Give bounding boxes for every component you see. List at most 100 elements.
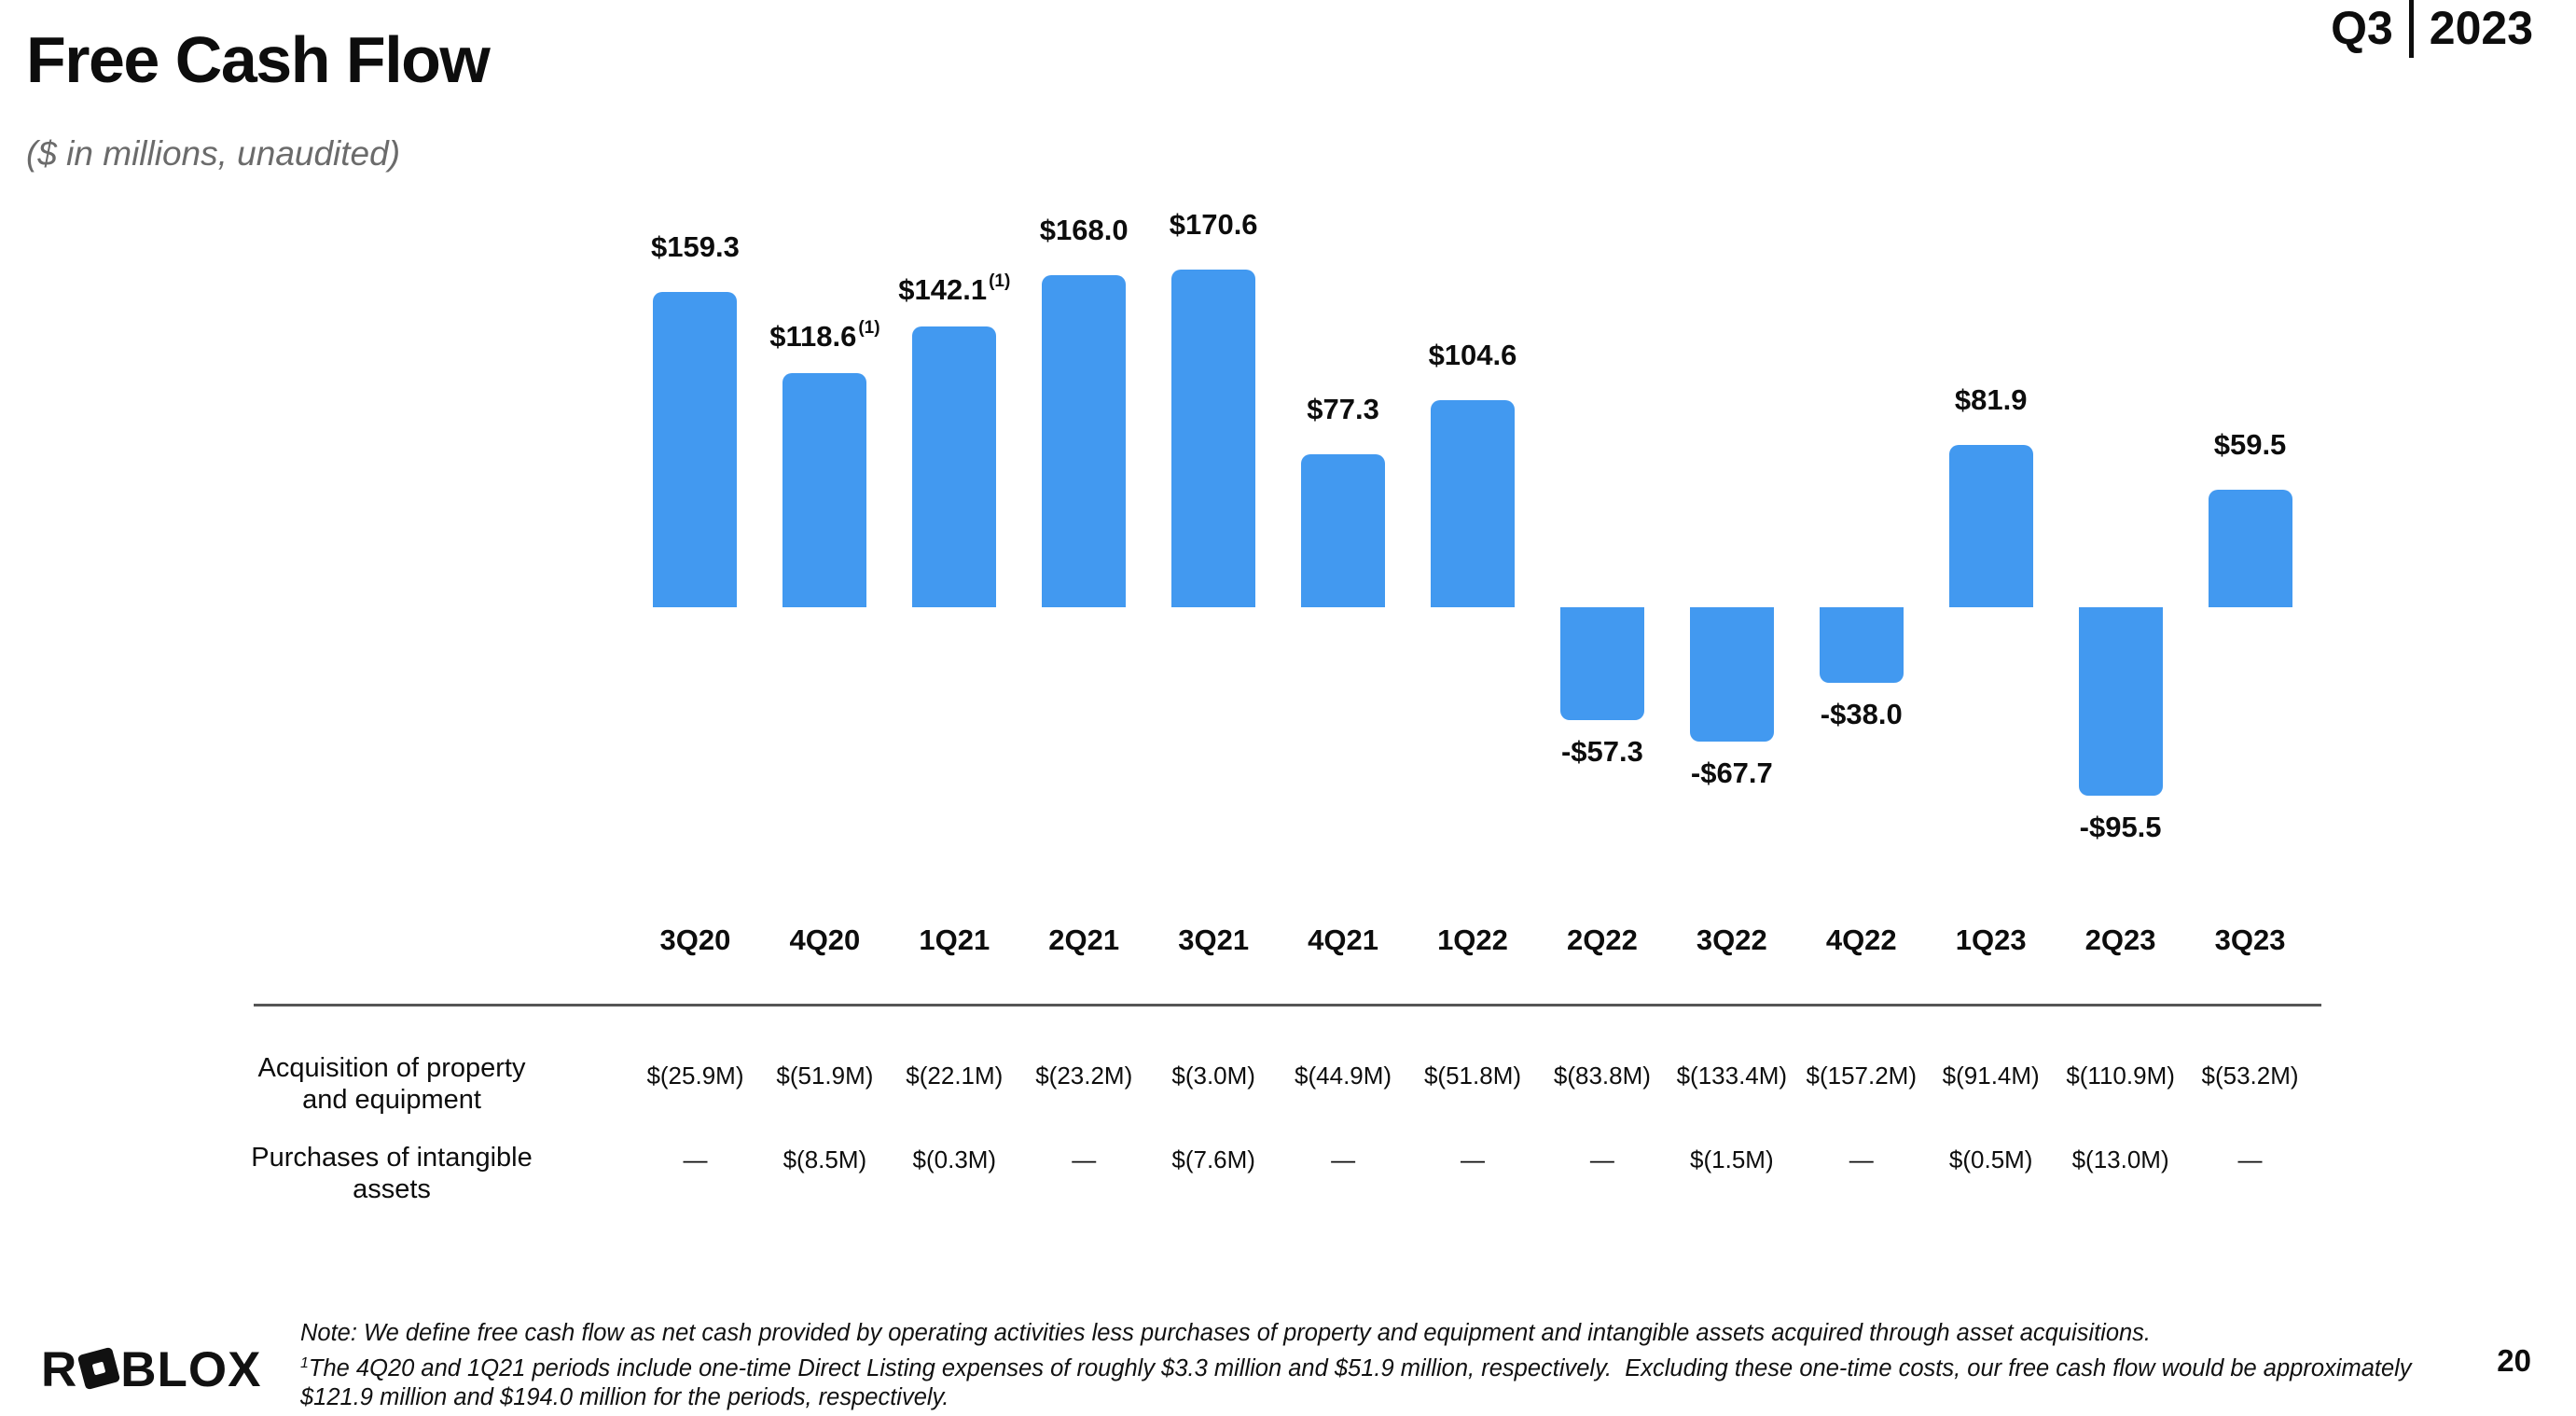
table-cell-3Q23-row1: $(53.2M) (2201, 1062, 2299, 1090)
table-cell-3Q20-row2: — (683, 1145, 708, 1173)
table-cell-4Q20-row1: $(51.9M) (776, 1062, 874, 1090)
axis-tick-3Q23: 3Q23 (2214, 923, 2286, 956)
table-cell-3Q23-row2: — (2237, 1145, 2263, 1173)
axis-tick-4Q20: 4Q20 (789, 923, 861, 956)
chart-column-4Q21: $77.3 4Q21 (1279, 121, 1408, 961)
bar-value-label-3Q22: -$67.7 (1690, 757, 1773, 789)
table-cell-2Q23-row1: $(110.9M) (2066, 1062, 2175, 1090)
axis-tick-3Q22: 3Q22 (1696, 923, 1767, 956)
bar-3Q23 (2208, 490, 2292, 607)
bar-3Q22 (1689, 607, 1774, 742)
free-cash-flow-bar-chart: $159.3 3Q20 $118.6 (1) 4Q20 $142.1 (1) 1Q21 $168… (630, 121, 2315, 961)
footnote-ref-icon: (1) (858, 318, 880, 338)
quarter-label: Q3 (2331, 2, 2393, 54)
page-title: Free Cash Flow (26, 23, 491, 96)
bar-value-label-3Q20: $159.3 (651, 230, 740, 263)
bar-4Q20 (782, 373, 867, 607)
bar-value-label-4Q22: -$38.0 (1820, 698, 1903, 730)
bar-value-label-3Q21: $170.6 (1169, 208, 1258, 241)
bar-2Q23 (2078, 607, 2163, 796)
chart-column-4Q20: $118.6 (1) 4Q20 (760, 121, 890, 961)
table-cell-2Q21-row2: — (1072, 1145, 1097, 1173)
table-cell-3Q20-row1: $(25.9M) (646, 1062, 744, 1090)
axis-tick-2Q23: 2Q23 (2084, 923, 2156, 956)
bar-value-label-2Q21: $168.0 (1039, 214, 1129, 246)
axis-tick-1Q23: 1Q23 (1955, 923, 2027, 956)
table-cell-1Q21-row1: $(22.1M) (906, 1062, 1004, 1090)
bar-2Q22 (1559, 607, 1644, 720)
axis-tick-3Q21: 3Q21 (1178, 923, 1250, 956)
chart-column-2Q21: $168.0 2Q21 (1019, 121, 1149, 961)
table-cell-4Q22-row1: $(157.2M) (1806, 1062, 1918, 1090)
axis-tick-2Q21: 2Q21 (1048, 923, 1120, 956)
row-label-line: and equipment (302, 1085, 481, 1115)
roblox-logo: R BLOX (41, 1341, 262, 1398)
bar-value-label-3Q23: $59.5 (2213, 428, 2287, 461)
chart-column-2Q23: -$95.5 2Q23 (2056, 121, 2185, 961)
quarter-separator (2408, 0, 2414, 58)
footnote-ref-icon: (1) (989, 271, 1011, 291)
axis-tick-4Q22: 4Q22 (1825, 923, 1897, 956)
footnote-block: Note: We define free cash flow as net ca… (300, 1319, 2557, 1413)
page-subtitle: ($ in millions, unaudited) (26, 134, 401, 173)
table-cell-4Q21-row1: $(44.9M) (1295, 1062, 1392, 1090)
bar-value-label-1Q22: $104.6 (1428, 339, 1517, 371)
table-cell-2Q22-row1: $(83.8M) (1553, 1062, 1651, 1090)
bar-value-label-4Q21: $77.3 (1307, 393, 1379, 425)
row-label-line: Purchases of intangible (251, 1143, 533, 1173)
note-line-1: Note: We define free cash flow as net ca… (300, 1320, 2152, 1346)
table-cell-4Q21-row2: — (1331, 1145, 1356, 1173)
row-label-line: Acquisition of property (257, 1053, 526, 1083)
table-cell-1Q23-row2: $(0.5M) (1948, 1145, 2033, 1173)
axis-tick-4Q21: 4Q21 (1308, 923, 1378, 956)
bar-1Q22 (1430, 400, 1515, 607)
roblox-tile-hole (91, 1361, 106, 1375)
table-cell-3Q22-row1: $(133.4M) (1676, 1062, 1788, 1090)
chart-column-4Q22: -$38.0 4Q22 (1796, 121, 1926, 961)
bar-value-label-1Q21: $142.1 (1) (898, 271, 1011, 306)
bar-2Q21 (1042, 275, 1127, 607)
logo-text-right: BLOX (120, 1342, 262, 1397)
table-divider-line (254, 1004, 2321, 1006)
bar-4Q21 (1301, 454, 1386, 607)
year-label: 2023 (2429, 2, 2533, 54)
table-row-label-purchases-of-intangibles: Purchases of intangible assets (215, 1142, 569, 1205)
table-cell-3Q22-row2: $(1.5M) (1690, 1145, 1774, 1173)
chart-column-2Q22: -$57.3 2Q22 (1537, 121, 1667, 961)
table-cell-1Q22-row1: $(51.8M) (1423, 1062, 1522, 1090)
quarter-badge: Q3 2023 (2331, 0, 2533, 58)
note-line-3: $121.9 million and $194.0 million for th… (300, 1384, 949, 1410)
table-cell-1Q21-row2: $(0.3M) (912, 1145, 997, 1173)
bar-4Q22 (1819, 607, 1904, 683)
table-cell-2Q23-row2: $(13.0M) (2071, 1145, 2169, 1173)
table-cell-4Q20-row2: $(8.5M) (782, 1145, 867, 1173)
bar-value-label-1Q23: $81.9 (1954, 383, 2028, 416)
chart-column-3Q23: $59.5 3Q23 (2185, 121, 2315, 961)
table-cell-2Q21-row1: $(23.2M) (1035, 1062, 1133, 1090)
axis-tick-3Q20: 3Q20 (659, 923, 731, 956)
table-cell-4Q22-row2: — (1849, 1145, 1874, 1173)
table-cell-1Q22-row2: — (1460, 1145, 1485, 1173)
chart-column-3Q21: $170.6 3Q21 (1149, 121, 1279, 961)
roblox-tile-icon (77, 1346, 121, 1390)
bar-3Q21 (1171, 270, 1256, 607)
bar-value-label-4Q20: $118.6 (1) (769, 318, 880, 353)
footnote-marker: 1 (300, 1354, 309, 1371)
bar-1Q23 (1948, 445, 2033, 607)
table-cell-3Q21-row1: $(3.0M) (1171, 1062, 1255, 1090)
chart-column-3Q20: $159.3 3Q20 (630, 121, 760, 961)
table-row-intangibles-values: — $(8.5M) $(0.3M) — $(7.6M) — — — $(1.5M) — $(0.5M… (630, 1138, 2315, 1181)
bar-value-label-2Q22: -$57.3 (1560, 735, 1643, 768)
table-row-label-acquisition-of-property: Acquisition of property and equipment (215, 1052, 569, 1116)
table-cell-3Q21-row2: $(7.6M) (1171, 1145, 1255, 1173)
bar-value-label-2Q23: -$95.5 (2079, 811, 2162, 843)
page-number: 20 (2497, 1343, 2531, 1378)
axis-tick-1Q21: 1Q21 (919, 923, 990, 956)
table-row-acquisition-values: $(25.9M) $(51.9M) $(22.1M) $(23.2M) $(3.0M) $… (630, 1054, 2315, 1097)
note-line-2: 1The 4Q20 and 1Q21 periods include one-t… (300, 1354, 2412, 1381)
table-cell-2Q22-row2: — (1589, 1145, 1614, 1173)
logo-text-left: R (41, 1342, 78, 1397)
chart-column-3Q22: -$67.7 3Q22 (1667, 121, 1796, 961)
bar-1Q21 (912, 326, 997, 607)
